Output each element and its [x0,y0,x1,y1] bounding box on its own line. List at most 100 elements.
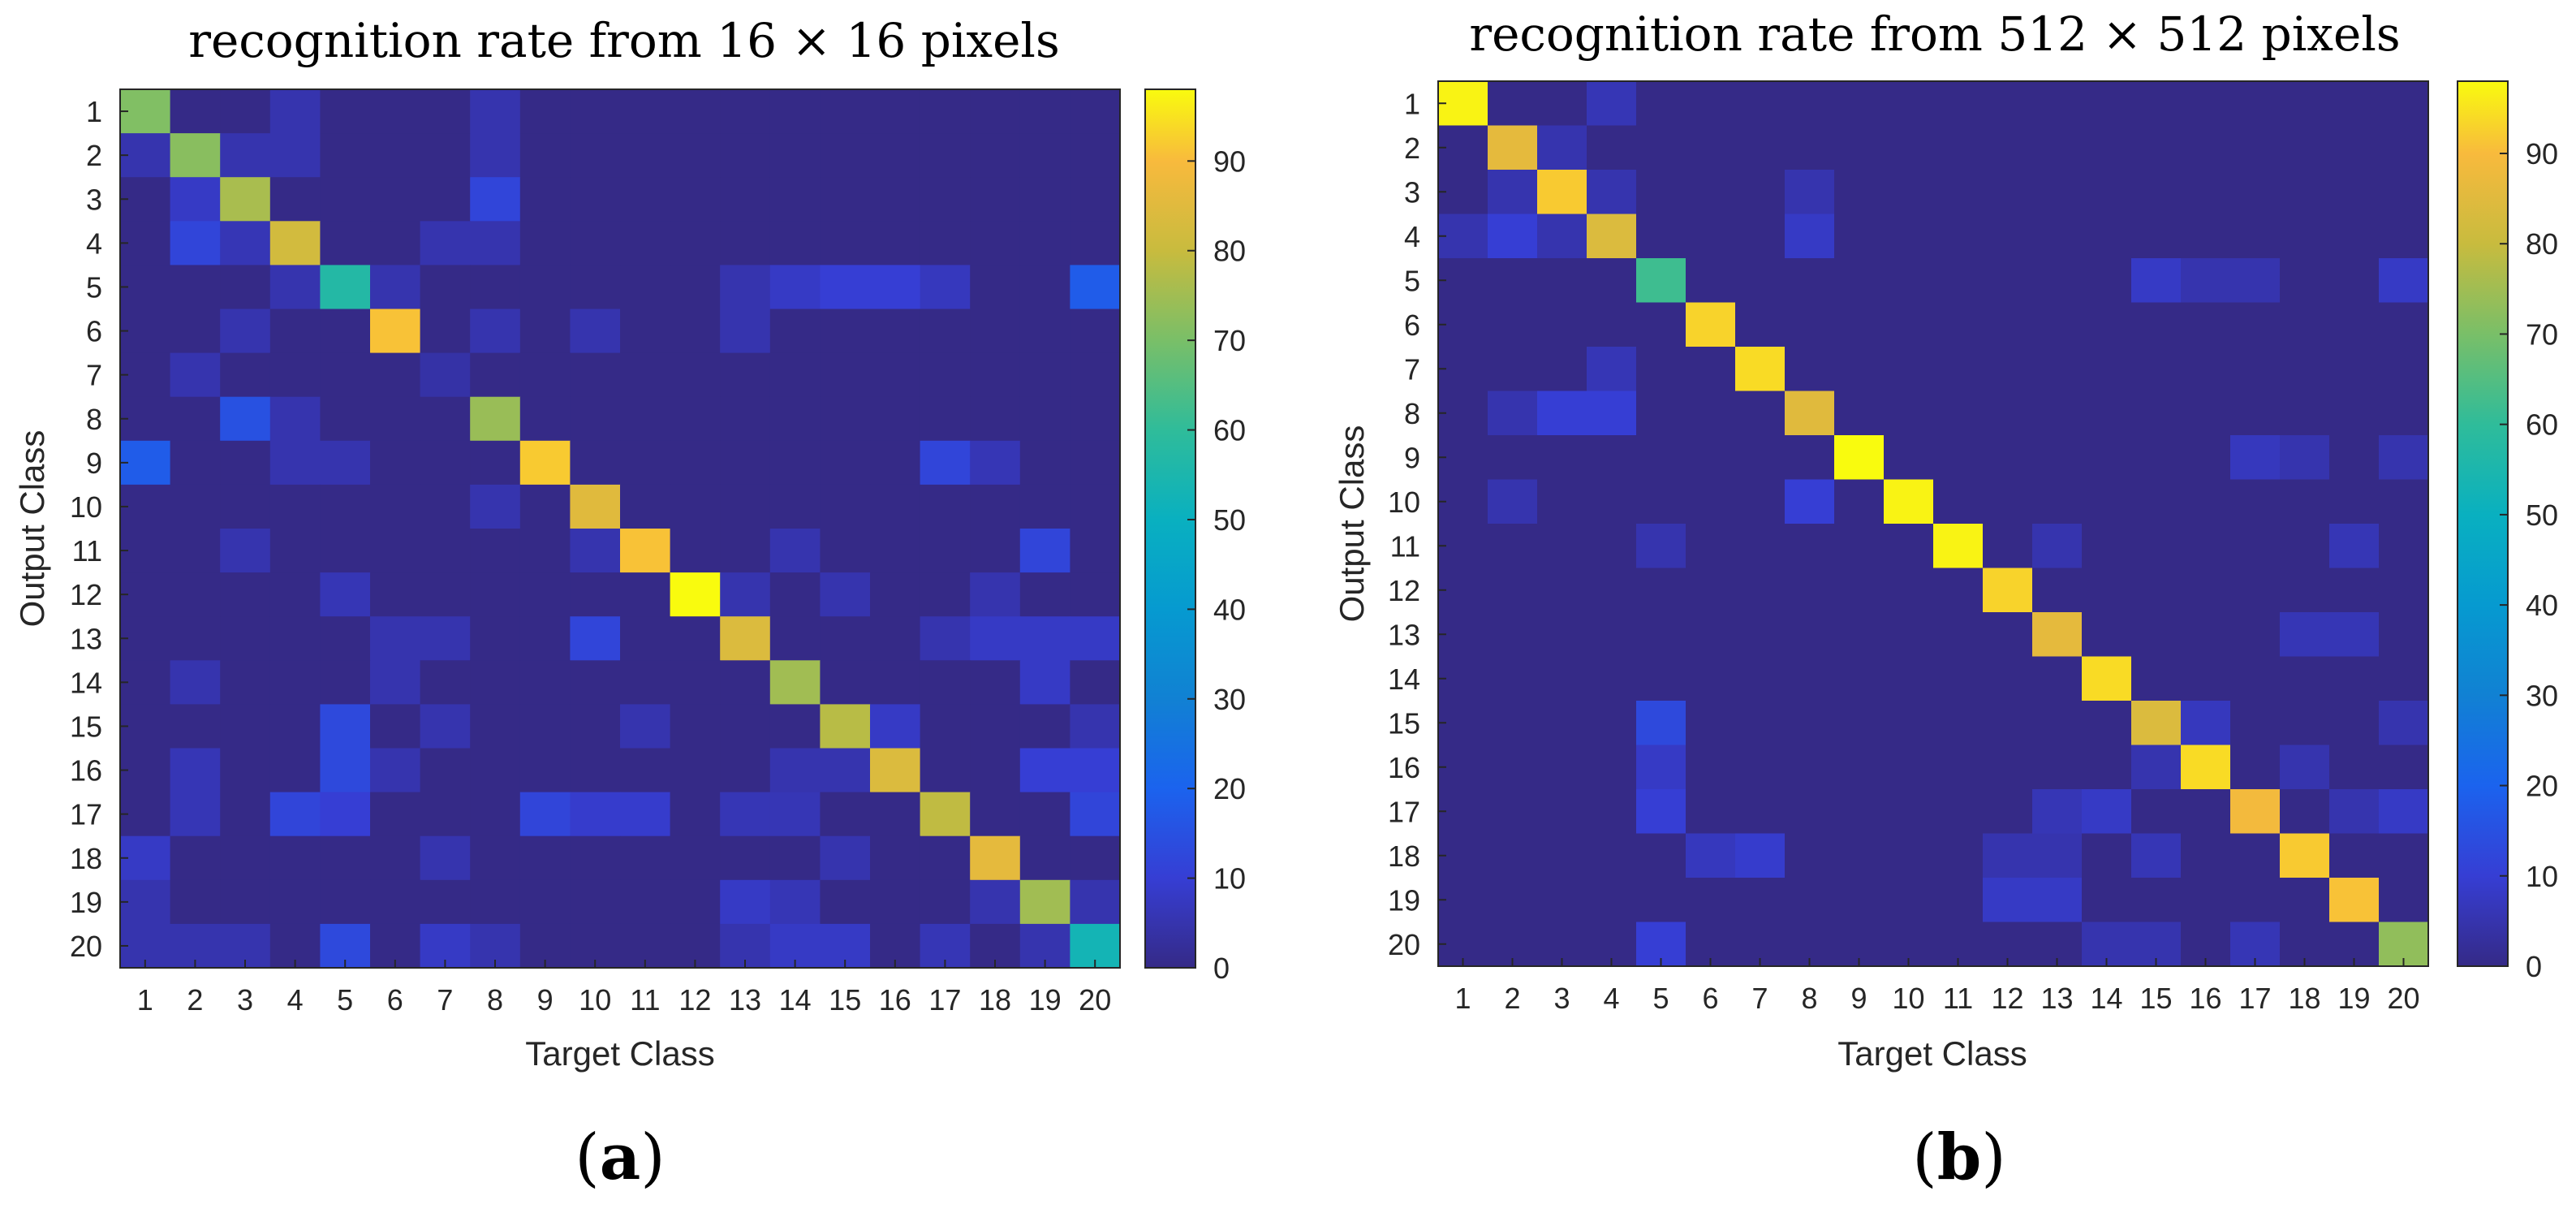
panel-a-cell-r11-c7 [420,529,471,573]
panel-a-cell-r5-c8 [470,265,521,310]
panel-a-cell-r18-c20 [1070,835,1121,881]
panel-a-cell-r15-c11 [620,704,671,749]
panel-a-colorbar-tick-label: 60 [1213,414,1246,447]
panel-b-cells [1438,81,2429,967]
panel-b-cell-r1-c2 [1488,81,1538,127]
panel-b-cell-r7-c2 [1488,347,1538,392]
panel-a-cell-r9-c18 [970,440,1021,486]
panel-b-y-tick-label: 17 [1388,795,1420,828]
panel-b-cell-r15-c14 [2082,701,2132,746]
panel-b-cell-r1-c4 [1587,81,1637,127]
panel-b: recognition rate from 512 × 512 pixels 1… [1333,6,2558,1194]
panel-a-cell-r4-c8 [470,221,521,265]
panel-a-cell-r2-c6 [370,133,421,178]
panel-b-cell-r15-c20 [2379,701,2429,746]
panel-b-x-tick-label: 13 [2040,982,2073,1015]
panel-a-cell-r4-c5 [320,221,371,265]
panel-a-cell-r11-c3 [220,529,271,573]
panel-a-cell-r1-c8 [470,89,521,134]
panel-b-cell-r16-c13 [2032,745,2083,790]
panel-b-cell-r7-c9 [1834,347,1885,392]
panel-b-cell-r18-c20 [2379,833,2429,878]
panel-b-y-tick-label: 14 [1388,663,1420,696]
panel-a-cell-r2-c2 [170,133,221,178]
panel-b-cell-r9-c3 [1537,435,1587,481]
panel-b-cell-r3-c6 [1686,170,1736,215]
panel-a-x-tick-label: 18 [979,983,1011,1017]
panel-b-cell-r11-c6 [1686,524,1736,569]
panel-a-cell-r3-c19 [1019,177,1070,222]
panel-a-cell-r4-c4 [269,221,321,265]
panel-b-cell-r13-c12 [1983,612,2033,658]
panel-b-cell-r9-c16 [2181,435,2231,481]
panel-b-cell-r6-c11 [1933,302,1984,347]
panel-a-cell-r10-c18 [970,484,1021,529]
panel-a-cell-r1-c1 [120,89,171,134]
panel-b-cell-r8-c14 [2082,391,2132,436]
panel-a-cell-r15-c18 [970,704,1021,749]
panel-a-cell-r15-c4 [269,704,321,749]
panel-a-cell-r11-c18 [970,529,1021,573]
panel-b-cell-r15-c9 [1834,701,1885,746]
panel-b-y-tick-label: 9 [1404,441,1420,474]
panel-b-x-tick-label: 4 [1603,982,1619,1015]
panel-a-y-tick-label: 14 [70,666,102,699]
panel-b-cell-r5-c9 [1834,258,1885,304]
panel-b-cell-r9-c10 [1884,435,1934,481]
panel-b-cell-r5-c14 [2082,258,2132,304]
panel-a-cell-r1-c6 [370,89,421,134]
panel-a-cells [120,89,1121,969]
panel-a-cell-r4-c3 [220,221,271,265]
panel-a-cell-r11-c16 [870,529,921,573]
panel-b-cell-r6-c18 [2280,302,2330,347]
panel-a-cell-r3-c14 [769,177,821,222]
panel-a-cell-r16-c17 [920,748,971,793]
panel-b-cell-r17-c2 [1488,789,1538,835]
panel-b-cell-r7-c7 [1735,347,1786,392]
panel-b-cell-r14-c19 [2329,656,2380,701]
panel-a-cell-r1-c3 [220,89,271,134]
panel-b-cell-r5-c19 [2329,258,2380,304]
panel-b-cell-r3-c19 [2329,170,2380,215]
panel-a-cell-r15-c8 [470,704,521,749]
panel-a-cell-r5-c11 [620,265,671,310]
panel-a-cell-r11-c1 [120,529,171,573]
panel-b-cell-r17-c8 [1785,789,1835,835]
panel-b-cell-r6-c9 [1834,302,1885,347]
panel-b-cell-r14-c18 [2280,656,2330,701]
panel-a-cell-r14-c15 [820,660,871,705]
panel-a-cell-r19-c11 [620,879,671,925]
panel-b-cell-r14-c11 [1933,656,1984,701]
panel-a-cell-r17-c10 [570,792,621,837]
panel-b-x-tick-label: 11 [1943,982,1973,1015]
panel-a-cell-r8-c11 [620,396,671,442]
panel-a-cell-r8-c8 [470,396,521,442]
panel-b-cell-r11-c11 [1933,524,1984,569]
panel-a-cell-r8-c20 [1070,396,1121,442]
panel-a-cell-r7-c2 [170,352,221,398]
panel-b-cell-r12-c20 [2379,568,2429,613]
panel-a-cell-r10-c16 [870,484,921,529]
panel-b-cell-r9-c2 [1488,435,1538,481]
panel-a-cell-r6-c6 [370,309,421,354]
panel-b-cell-r1-c11 [1933,81,1984,127]
panel-b-cell-r3-c13 [2032,170,2083,215]
panel-a-cell-r18-c18 [970,835,1021,881]
panel-a-cell-r9-c15 [820,440,871,486]
panel-a-colorbar-tick-label: 20 [1213,772,1246,805]
panel-a-cell-r15-c17 [920,704,971,749]
panel-b-x-tick-label: 14 [2090,982,2122,1015]
panel-a-cell-r18-c8 [470,835,521,881]
panel-b-cell-r7-c8 [1785,347,1835,392]
panel-a-cell-r14-c7 [420,660,471,705]
panel-b-caption: (b) [1912,1120,2005,1194]
panel-a-cell-r15-c3 [220,704,271,749]
panel-b-x-tick-label: 12 [1991,982,2023,1015]
panel-b-cell-r11-c10 [1884,524,1934,569]
panel-b-cell-r15-c17 [2230,701,2281,746]
panel-b-colorbar-tick-label: 60 [2526,408,2558,442]
panel-b-cell-r18-c4 [1587,833,1637,878]
panel-a-cell-r6-c16 [870,309,921,354]
panel-b-cell-r3-c3 [1537,170,1587,215]
